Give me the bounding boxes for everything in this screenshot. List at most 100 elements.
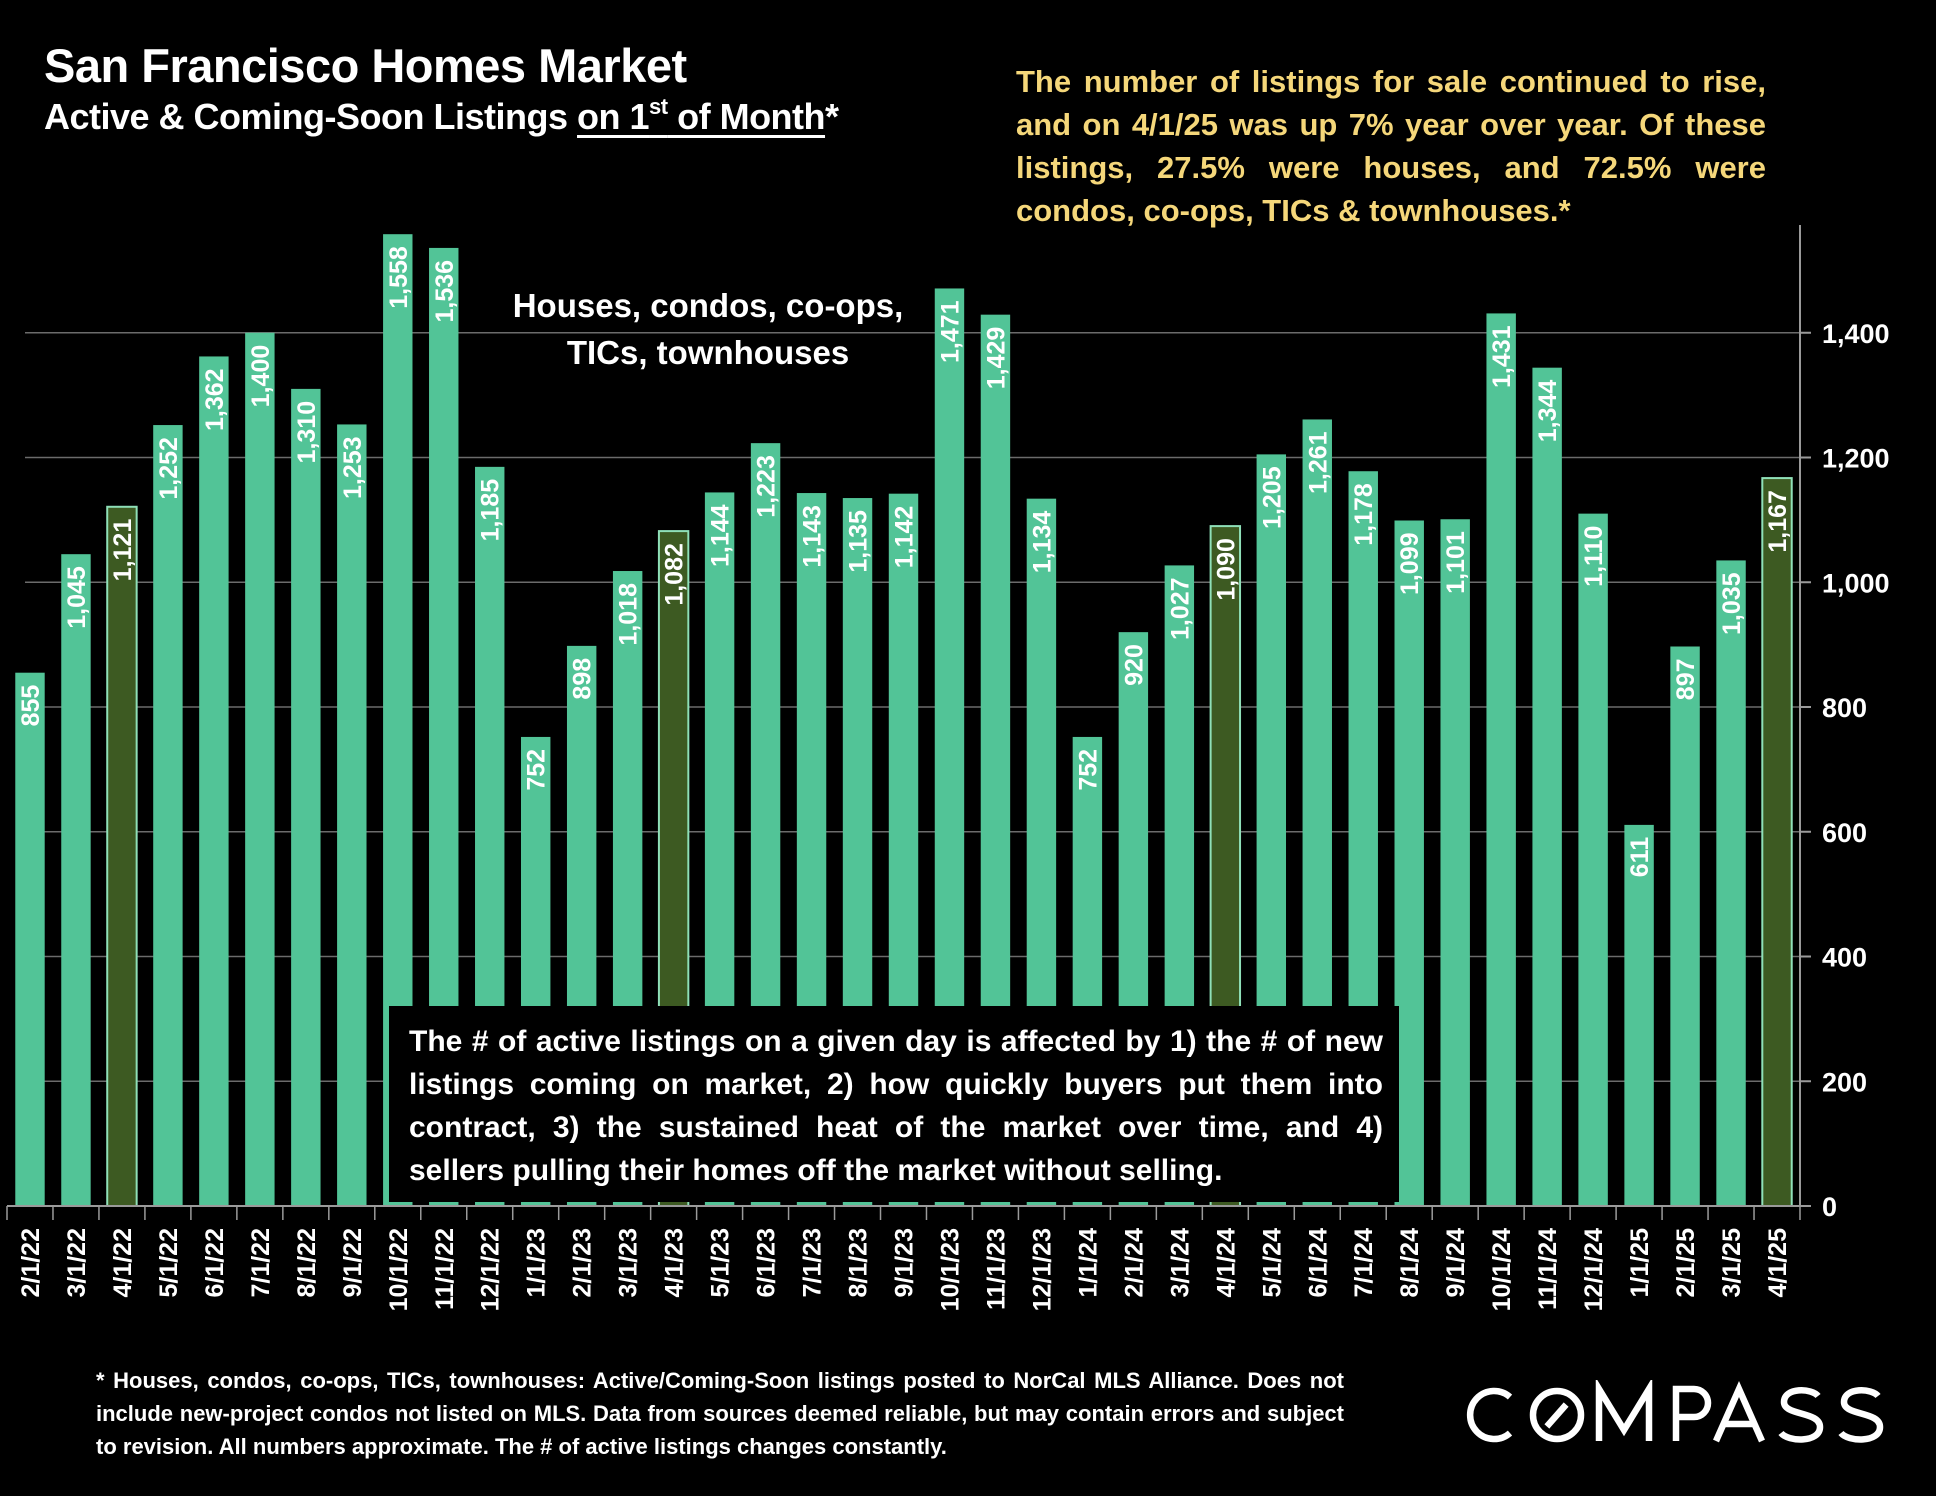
- subtitle-text: Active & Coming-Soon Listings: [44, 96, 578, 137]
- x-tick-label: 4/1/22: [109, 1228, 137, 1298]
- bar-value-label: 1,558: [385, 246, 413, 309]
- compass-logo-icon: [1466, 1377, 1884, 1443]
- bar-value-label: 855: [17, 685, 45, 727]
- bar-value-label: 1,082: [661, 543, 689, 606]
- x-tick-label: 5/1/24: [1258, 1228, 1286, 1298]
- bar: [1532, 367, 1562, 1206]
- y-axis-tick-labels: 0 200 400 600 800 1,000 1,200 1,400: [1822, 319, 1890, 1222]
- x-tick-label: 6/1/23: [753, 1228, 781, 1298]
- x-tick-label: 8/1/23: [845, 1228, 873, 1298]
- bar-highlighted: [106, 505, 138, 1207]
- bar-value-label: 1,261: [1304, 431, 1332, 494]
- bar: [61, 554, 91, 1206]
- x-tick-label: 12/1/22: [477, 1228, 505, 1311]
- bar-value-label: 1,101: [1442, 531, 1470, 594]
- y-tick-label: 1,400: [1822, 319, 1890, 349]
- y-tick-label: 0: [1822, 1192, 1837, 1222]
- x-tick-label: 7/1/24: [1350, 1228, 1378, 1298]
- y-tick-label: 600: [1822, 818, 1867, 848]
- y-tick-label: 400: [1822, 943, 1867, 973]
- bar: [199, 356, 229, 1206]
- bar-value-label: 898: [569, 658, 597, 700]
- x-tick-label: 4/1/23: [661, 1228, 689, 1298]
- series-label: Houses, condos, co-ops, TICs, townhouses: [508, 282, 908, 376]
- bar: [1624, 824, 1654, 1206]
- bar-value-label: 1,429: [982, 327, 1010, 390]
- x-tick-label: 11/1/23: [982, 1228, 1010, 1310]
- bar: [1486, 313, 1516, 1206]
- x-tick-label: 3/1/24: [1166, 1228, 1194, 1298]
- series-label-line1: Houses, condos, co-ops,: [512, 287, 904, 324]
- bar-value-label: 752: [1074, 749, 1102, 791]
- bar: [245, 332, 275, 1206]
- bar-value-label: 1,143: [799, 505, 827, 568]
- x-tick-label: 6/1/24: [1304, 1228, 1332, 1298]
- x-tick-label: 12/1/23: [1028, 1228, 1056, 1311]
- x-tick-label: 4/1/24: [1212, 1228, 1240, 1298]
- bar-value-label: 1,167: [1764, 490, 1792, 553]
- x-tick-label: 8/1/22: [293, 1228, 321, 1298]
- x-tick-label: 1/1/24: [1074, 1228, 1102, 1298]
- subtitle-underlined: on 1st of Month: [577, 94, 826, 137]
- bar-value-label: 1,121: [109, 519, 137, 582]
- bar: [1394, 520, 1424, 1206]
- x-tick-label: 3/1/25: [1718, 1228, 1746, 1298]
- bar-value-label: 1,144: [707, 504, 735, 567]
- x-tick-label: 11/1/24: [1534, 1228, 1562, 1310]
- x-tick-label: 3/1/23: [615, 1228, 643, 1298]
- subtitle-superscript: st: [649, 94, 668, 119]
- bar-value-label: 1,142: [891, 506, 919, 569]
- bar-value-label: 1,099: [1396, 532, 1424, 595]
- x-tick-label: 1/1/25: [1626, 1228, 1654, 1298]
- bar-value-label: 1,090: [1212, 538, 1240, 601]
- bar: [337, 424, 367, 1206]
- x-tick-label: 2/1/22: [17, 1228, 45, 1298]
- x-tick-label: 1/1/23: [523, 1228, 551, 1298]
- bar-value-label: 1,344: [1534, 380, 1562, 443]
- bar: [1670, 646, 1700, 1206]
- bar-value-label: 1,134: [1028, 511, 1056, 574]
- bar-value-label: 1,018: [615, 583, 643, 646]
- x-tick-label: 7/1/22: [247, 1228, 275, 1298]
- x-tick-label: 5/1/22: [155, 1228, 183, 1298]
- bar-value-label: 1,252: [155, 437, 183, 500]
- x-tick-label: 10/1/24: [1488, 1228, 1516, 1312]
- bar: [153, 425, 183, 1206]
- x-tick-label: 8/1/24: [1396, 1228, 1424, 1298]
- x-tick-label: 3/1/22: [63, 1228, 91, 1298]
- x-tick-label: 2/1/23: [569, 1228, 597, 1298]
- bar: [1440, 519, 1470, 1206]
- compass-logo: [1462, 1377, 1892, 1455]
- bar-value-label: 611: [1626, 837, 1654, 877]
- subtitle-ul-part-b: of Month: [667, 96, 826, 137]
- bar-value-label: 1,205: [1258, 466, 1286, 529]
- bar-value-label: 1,431: [1488, 325, 1516, 388]
- x-tick-label: 12/1/24: [1580, 1228, 1608, 1312]
- x-axis-tick-labels: 2/1/22 3/1/22 4/1/22 5/1/22 6/1/22 7/1/22 8/1/…: [17, 1228, 1792, 1312]
- x-tick-label: 2/1/25: [1672, 1228, 1700, 1298]
- bar-value-label: 1,027: [1166, 577, 1194, 640]
- bar-value-label: 1,223: [753, 455, 781, 518]
- x-tick-label: 9/1/22: [339, 1228, 367, 1298]
- chart-title: San Francisco Homes Market: [44, 39, 687, 92]
- x-tick-label: 2/1/24: [1120, 1228, 1148, 1298]
- y-tick-label: 800: [1822, 693, 1867, 723]
- x-tick-label: 9/1/23: [891, 1228, 919, 1298]
- x-tick-label: 4/1/25: [1764, 1228, 1792, 1298]
- bar-value-label: 1,400: [247, 345, 275, 408]
- x-tick-label: 6/1/22: [201, 1228, 229, 1298]
- x-tick-label: 10/1/23: [936, 1228, 964, 1311]
- bar-value-label: 1,110: [1580, 526, 1608, 587]
- y-tick-label: 200: [1822, 1067, 1867, 1097]
- subtitle-asterisk: *: [825, 96, 839, 137]
- bar-value-label: 1,135: [845, 510, 873, 573]
- bar-value-label: 1,178: [1350, 483, 1378, 546]
- bar-value-label: 1,310: [293, 401, 321, 464]
- axes: [6, 225, 1811, 1220]
- bar: [291, 388, 321, 1206]
- y-tick-label: 1,200: [1822, 444, 1890, 474]
- footnote: * Houses, condos, co-ops, TICs, townhous…: [96, 1368, 1344, 1459]
- bar-value-label: 1,035: [1718, 572, 1746, 635]
- bar-value-label: 1,045: [63, 566, 91, 629]
- x-tick-label: 10/1/22: [385, 1228, 413, 1311]
